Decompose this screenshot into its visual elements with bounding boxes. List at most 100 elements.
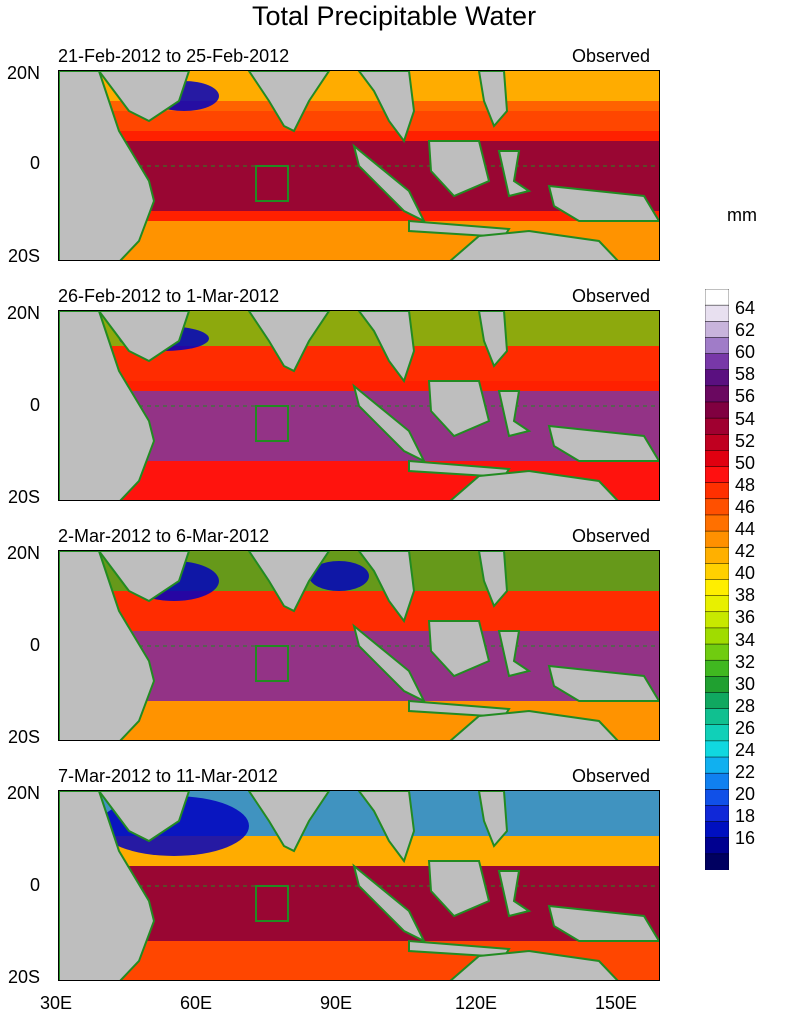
- colorbar-tick-label: 40: [735, 563, 756, 584]
- study-region-box: [255, 645, 289, 682]
- colorbar-tick-label: 48: [735, 474, 756, 495]
- colorbar-swatch: [705, 337, 729, 355]
- panel-1-lat-20n: 20N: [6, 63, 40, 83]
- colorbar-swatch: [705, 724, 729, 742]
- colorbar-swatch: [705, 466, 729, 484]
- colorbar-swatch: [705, 385, 729, 403]
- lon-label-30e: 30E: [39, 993, 73, 1013]
- colorbar-tick-label: 22: [735, 762, 756, 783]
- panel-3-label: Observed: [572, 526, 651, 546]
- landmass: [247, 551, 331, 613]
- landmass: [357, 71, 416, 144]
- landmass: [449, 949, 619, 980]
- panel-1-date: 21-Feb-2012 to 25-Feb-2012: [58, 46, 290, 66]
- landmass: [547, 184, 659, 222]
- colorbar-tick-label: 20: [735, 784, 756, 805]
- landmass: [59, 71, 156, 260]
- colorbar-tick-label: 26: [735, 717, 756, 738]
- landmass: [97, 311, 191, 363]
- colorbar-swatch: [705, 708, 729, 726]
- panel-4-date: 7-Mar-2012 to 11-Mar-2012: [58, 766, 278, 786]
- lon-label-90e: 90E: [319, 993, 353, 1013]
- colorbar-swatch: [705, 659, 729, 678]
- colorbar-tick-label: 16: [735, 828, 756, 849]
- landmass: [477, 311, 509, 368]
- colorbar-swatch: [705, 853, 729, 870]
- landmass: [427, 620, 491, 678]
- landmass: [449, 709, 619, 740]
- colorbar-tick-label: 46: [735, 496, 756, 517]
- panel-3-lat-20n: 20N: [6, 543, 40, 563]
- colorbar-tick-label: 38: [735, 585, 756, 606]
- colorbar-tick-label: 30: [735, 673, 756, 694]
- panel-2-lat-20s: 20S: [7, 487, 40, 507]
- panel-3-lat-20s: 20S: [7, 727, 40, 747]
- colorbar-tick-label: 56: [735, 386, 756, 407]
- colorbar-swatch: [705, 692, 729, 710]
- map-svg-4: [59, 791, 659, 980]
- map-panel-4: [58, 790, 660, 981]
- colorbar-swatch: [705, 805, 729, 823]
- landmass: [497, 390, 532, 438]
- landmass: [357, 551, 416, 624]
- map-panel-3: [58, 550, 660, 741]
- colorbar-swatch: [705, 740, 729, 758]
- panel-1-lat-0: 0: [29, 153, 40, 173]
- panel-2-date: 26-Feb-2012 to 1-Mar-2012: [58, 286, 280, 306]
- landmass: [352, 863, 427, 944]
- colorbar-swatch: [705, 434, 729, 452]
- landmass: [477, 71, 509, 128]
- colorbar-tick-label: 50: [735, 452, 756, 473]
- map-panel-2: [58, 310, 660, 501]
- figure-title: Total Precipitable Water: [251, 1, 537, 31]
- colorbar-tick-label: 18: [735, 806, 756, 827]
- landmass: [97, 71, 191, 123]
- panel-4-lat-0: 0: [29, 875, 40, 895]
- landmass: [477, 791, 509, 848]
- dry-region: [309, 561, 369, 591]
- panel-1-lat-20s: 20S: [7, 246, 40, 266]
- colorbar-swatch: [705, 289, 729, 306]
- landmass: [547, 664, 659, 702]
- colorbar-swatch: [705, 563, 729, 581]
- colorbar-swatch: [705, 756, 729, 774]
- landmass: [352, 143, 427, 224]
- colorbar-swatch: [705, 611, 729, 629]
- landmass: [352, 623, 427, 704]
- landmass: [357, 791, 416, 864]
- panel-2-label: Observed: [572, 286, 651, 306]
- colorbar-tick-label: 64: [735, 298, 756, 318]
- panel-1-label: Observed: [572, 46, 651, 66]
- lon-label-150e: 150E: [594, 993, 638, 1013]
- colorbar-swatch: [705, 514, 729, 532]
- landmass: [477, 551, 509, 608]
- colorbar-swatch: [705, 321, 729, 339]
- landmass: [247, 311, 331, 373]
- panel-2-lat-0: 0: [29, 395, 40, 415]
- landmass: [352, 383, 427, 464]
- colorbar-swatch: [705, 417, 729, 436]
- colorbar-units: mm: [727, 205, 757, 225]
- colorbar-tick-label: 42: [735, 541, 756, 562]
- colorbar-swatch: [705, 821, 729, 839]
- landmass: [449, 229, 619, 260]
- panel-2-lat-20n: 20N: [6, 303, 40, 323]
- colorbar-swatch: [705, 676, 729, 694]
- colorbar-tick-label: 28: [735, 695, 756, 716]
- landmass: [59, 791, 156, 980]
- lon-label-60e: 60E: [179, 993, 213, 1013]
- landmass: [247, 791, 331, 853]
- landmass: [357, 311, 416, 384]
- lon-label-120e: 120E: [454, 993, 498, 1013]
- landmass: [547, 424, 659, 462]
- map-panel-1: [58, 70, 660, 261]
- colorbar-swatch: [705, 498, 729, 516]
- study-region-box: [255, 405, 289, 442]
- landmass: [59, 311, 156, 500]
- landmass: [427, 140, 491, 198]
- landmass: [497, 150, 532, 198]
- landmass: [547, 904, 659, 942]
- colorbar-swatch: [705, 837, 729, 855]
- colorbar-swatch: [705, 772, 729, 791]
- landmass: [449, 469, 619, 500]
